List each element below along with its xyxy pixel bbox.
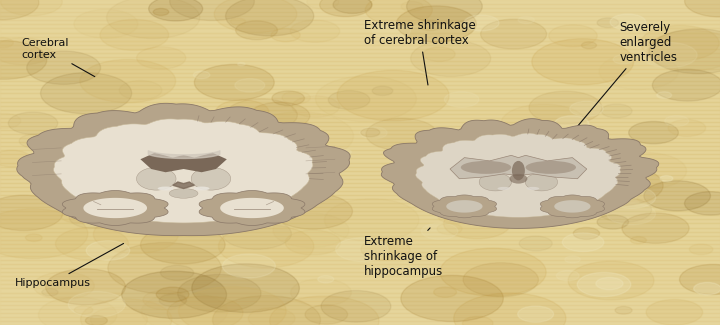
Circle shape <box>148 0 203 21</box>
Circle shape <box>649 29 720 74</box>
Circle shape <box>597 18 618 28</box>
Polygon shape <box>382 119 659 228</box>
Circle shape <box>0 195 63 230</box>
Bar <box>0 106 720 110</box>
Bar <box>0 252 720 256</box>
Circle shape <box>74 306 93 314</box>
Bar <box>0 301 720 305</box>
Circle shape <box>437 223 462 235</box>
Bar <box>0 32 720 37</box>
Circle shape <box>596 278 623 290</box>
Circle shape <box>518 306 554 322</box>
Ellipse shape <box>526 161 576 174</box>
Circle shape <box>421 223 458 240</box>
Bar <box>0 183 720 187</box>
Ellipse shape <box>137 167 176 190</box>
Bar <box>0 4 720 8</box>
Circle shape <box>597 198 652 222</box>
Circle shape <box>419 20 442 31</box>
Circle shape <box>218 225 314 268</box>
Bar <box>0 276 720 280</box>
Bar <box>0 240 720 244</box>
Circle shape <box>0 41 47 79</box>
Bar <box>0 219 720 224</box>
Circle shape <box>336 238 388 261</box>
Bar <box>0 305 720 309</box>
Circle shape <box>693 282 720 295</box>
Circle shape <box>360 127 387 139</box>
Circle shape <box>444 92 479 107</box>
Circle shape <box>337 70 449 121</box>
Circle shape <box>372 22 410 39</box>
Circle shape <box>464 15 499 31</box>
Circle shape <box>613 55 634 64</box>
Circle shape <box>444 209 510 239</box>
Bar <box>0 81 720 85</box>
Circle shape <box>119 190 182 219</box>
Circle shape <box>0 38 14 48</box>
Circle shape <box>557 270 580 281</box>
Circle shape <box>1 0 62 16</box>
Circle shape <box>665 116 689 126</box>
Circle shape <box>297 156 316 164</box>
Circle shape <box>642 43 697 68</box>
Circle shape <box>243 130 266 140</box>
Circle shape <box>401 275 503 321</box>
Bar <box>0 159 720 162</box>
Circle shape <box>423 47 455 61</box>
Circle shape <box>615 306 632 314</box>
Polygon shape <box>415 133 621 217</box>
Circle shape <box>249 102 310 130</box>
Polygon shape <box>199 190 305 226</box>
Ellipse shape <box>526 173 558 191</box>
Circle shape <box>156 287 189 302</box>
Circle shape <box>215 0 297 33</box>
Bar <box>0 207 720 211</box>
Circle shape <box>689 244 713 255</box>
Circle shape <box>501 104 586 143</box>
Circle shape <box>568 261 654 300</box>
Circle shape <box>685 192 720 215</box>
Circle shape <box>366 118 437 150</box>
Circle shape <box>637 195 652 202</box>
Circle shape <box>668 120 706 136</box>
Circle shape <box>440 248 546 296</box>
Circle shape <box>0 209 88 259</box>
Circle shape <box>644 181 711 211</box>
Bar <box>0 154 720 159</box>
Bar <box>0 179 720 183</box>
Bar <box>0 85 720 89</box>
Polygon shape <box>446 200 482 213</box>
Bar <box>0 244 720 248</box>
Circle shape <box>235 21 277 40</box>
Circle shape <box>69 207 116 228</box>
Bar <box>0 321 720 325</box>
Circle shape <box>108 242 221 294</box>
Bar <box>0 24 720 29</box>
Ellipse shape <box>191 167 230 190</box>
Circle shape <box>318 276 334 283</box>
Circle shape <box>0 0 39 20</box>
Circle shape <box>657 92 672 98</box>
Circle shape <box>179 287 286 325</box>
Bar <box>0 280 720 284</box>
Ellipse shape <box>158 187 174 190</box>
Text: Severely
enlarged
ventricles: Severely enlarged ventricles <box>559 21 678 147</box>
Circle shape <box>531 131 588 156</box>
Circle shape <box>100 20 168 50</box>
Circle shape <box>140 226 225 264</box>
Circle shape <box>86 316 107 325</box>
Bar <box>0 171 720 175</box>
Circle shape <box>27 51 101 84</box>
Circle shape <box>415 177 459 197</box>
Circle shape <box>222 254 275 278</box>
Circle shape <box>161 265 194 280</box>
Circle shape <box>167 296 243 325</box>
Circle shape <box>291 279 351 306</box>
Circle shape <box>401 1 423 11</box>
Circle shape <box>225 0 314 36</box>
Circle shape <box>562 233 604 252</box>
Bar <box>0 57 720 61</box>
Polygon shape <box>450 155 587 179</box>
